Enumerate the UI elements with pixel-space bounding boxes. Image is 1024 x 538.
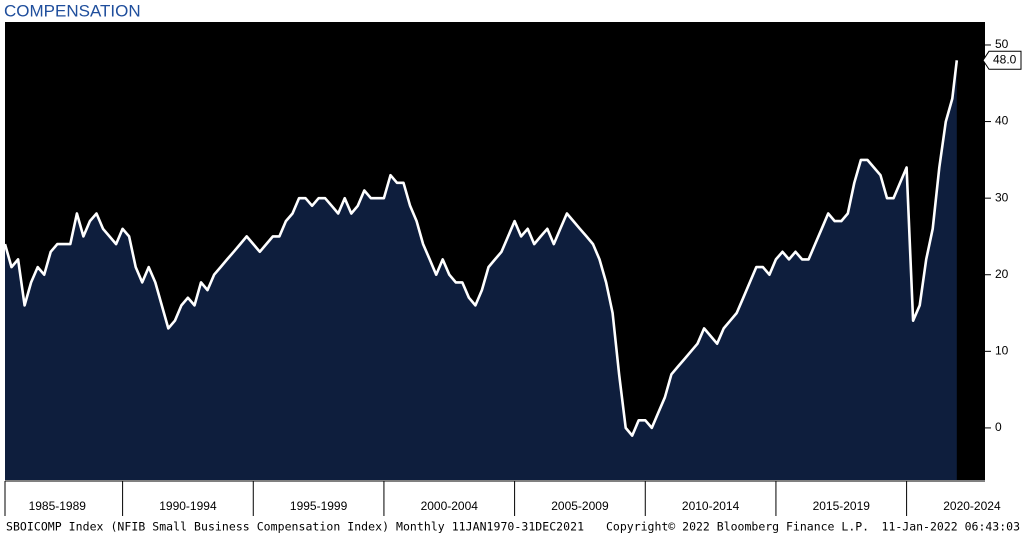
last-value-tag bbox=[982, 50, 1022, 70]
y-tick-label: 50 bbox=[995, 37, 1009, 51]
x-tick-label: 1995-1999 bbox=[290, 499, 348, 513]
x-tick-label: 2020-2024 bbox=[943, 499, 1001, 513]
x-tick-label: 2000-2004 bbox=[421, 499, 479, 513]
x-tick-label: 2005-2009 bbox=[551, 499, 609, 513]
y-tick-label: 0 bbox=[995, 420, 1002, 434]
footer-text: SBOICOMP Index (NFIB Small Business Comp… bbox=[6, 520, 584, 534]
x-tick-label: 2015-2019 bbox=[813, 499, 871, 513]
last-value-label: 48.0 bbox=[993, 52, 1017, 66]
y-tick-label: 10 bbox=[995, 344, 1009, 358]
x-tick-label: 2010-2014 bbox=[682, 499, 740, 513]
y-tick-label: 30 bbox=[995, 190, 1009, 204]
x-tick-label: 1990-1994 bbox=[159, 499, 217, 513]
x-tick-label: 1985-1989 bbox=[29, 499, 87, 513]
y-tick-label: 20 bbox=[995, 267, 1009, 281]
chart-title: COMPENSATION bbox=[4, 1, 141, 20]
area bbox=[5, 60, 957, 481]
footer-text: 11-Jan-2022 06:43:03 bbox=[882, 520, 1021, 534]
line bbox=[3, 60, 959, 437]
footer-text: Copyright© 2022 Bloomberg Finance L.P. bbox=[606, 520, 869, 534]
y-tick-label: 40 bbox=[995, 114, 1009, 128]
